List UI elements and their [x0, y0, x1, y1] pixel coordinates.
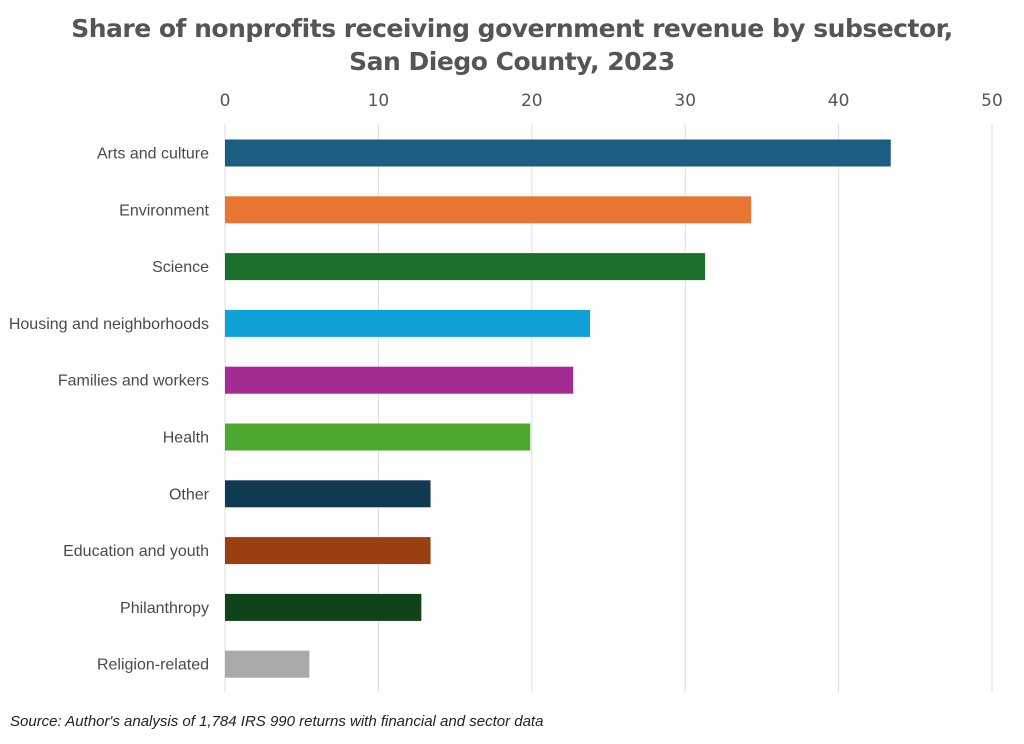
x-tick-label: 40 [828, 91, 850, 111]
category-label: Housing and neighborhoods [9, 316, 209, 333]
bar-health [225, 423, 531, 451]
category-label: Education and youth [63, 543, 209, 560]
bar-education-and-youth [225, 537, 431, 565]
bar-families-and-workers [225, 366, 574, 394]
category-label: Health [163, 430, 209, 447]
x-axis-ticks: 0 10 20 30 40 50 [220, 91, 1003, 111]
bar-arts-and-culture [225, 139, 891, 167]
source-note: Source: Author's analysis of 1,784 IRS 9… [10, 713, 544, 730]
bar-philanthropy [225, 593, 422, 621]
category-label: Religion-related [97, 657, 209, 674]
chart-title: Share of nonprofits receiving government… [0, 12, 1024, 78]
chart-title-line-1: Share of nonprofits receiving government… [71, 14, 953, 43]
x-tick-label: 0 [220, 91, 231, 111]
chart-title-line-2: San Diego County, 2023 [349, 47, 675, 76]
category-labels: Arts and culture Environment Science Housin… [9, 146, 210, 674]
category-label: Other [169, 486, 210, 503]
category-label: Families and workers [58, 373, 209, 390]
category-label: Environment [119, 202, 209, 219]
bar-other [225, 480, 431, 508]
x-tick-label: 10 [368, 91, 390, 111]
category-label: Arts and culture [97, 146, 209, 163]
x-tick-label: 30 [674, 91, 696, 111]
x-tick-label: 20 [521, 91, 543, 111]
bar-religion-related [225, 650, 310, 678]
category-label: Philanthropy [120, 600, 209, 617]
bar-housing-and-neighborhoods [225, 309, 591, 337]
bars [225, 139, 891, 678]
x-tick-label: 50 [981, 91, 1003, 111]
bar-science [225, 253, 706, 281]
category-label: Science [152, 259, 209, 276]
bar-environment [225, 196, 752, 224]
